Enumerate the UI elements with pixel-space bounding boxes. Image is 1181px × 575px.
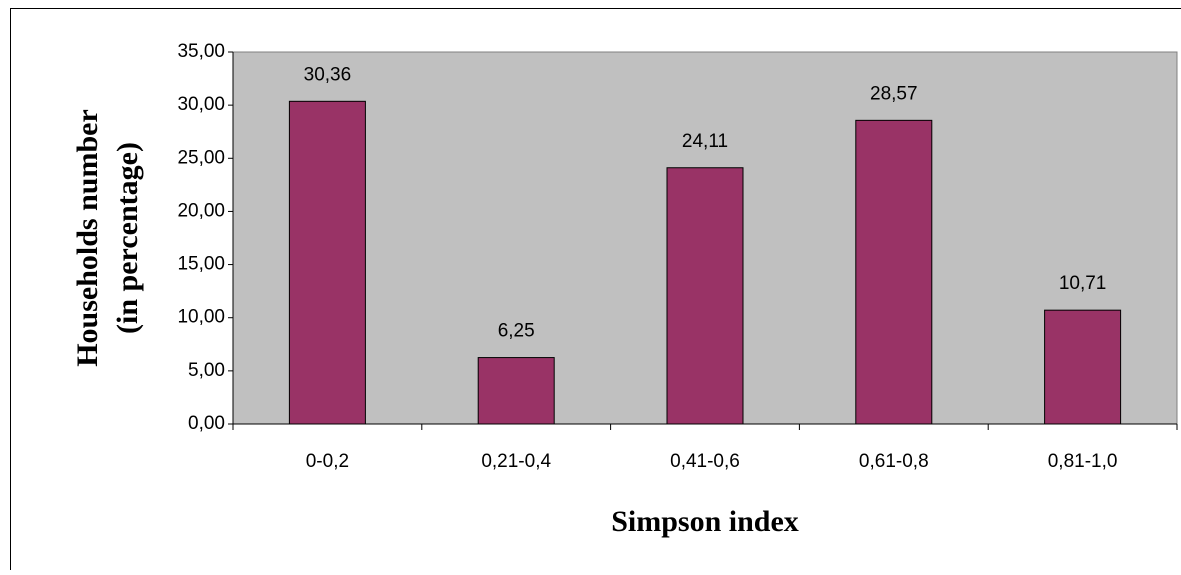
data-label: 10,71	[1059, 273, 1107, 294]
y-tick-label: 35,00	[177, 41, 225, 62]
bar	[478, 358, 554, 424]
bar	[856, 120, 932, 424]
x-tick-label: 0,61-0,8	[859, 451, 929, 472]
x-tick-label: 0,41-0,6	[670, 451, 740, 472]
y-tick-label: 15,00	[177, 254, 225, 275]
x-tick-label: 0,81-1,0	[1048, 451, 1118, 472]
y-tick-label: 30,00	[177, 94, 225, 115]
data-label: 30,36	[304, 64, 352, 85]
bar	[289, 101, 365, 424]
y-axis-title: Households number	[71, 109, 104, 367]
bar	[1045, 310, 1121, 424]
y-tick-label: 10,00	[177, 307, 225, 328]
x-tick-label: 0,21-0,4	[481, 451, 551, 472]
y-tick-label: 0,00	[188, 413, 225, 434]
data-label: 6,25	[498, 321, 535, 342]
y-axis-title: (in percentage)	[111, 142, 144, 334]
data-label: 28,57	[870, 83, 918, 104]
y-tick-label: 25,00	[177, 147, 225, 168]
x-axis-title: Simpson index	[611, 505, 799, 538]
x-tick-label: 0-0,2	[306, 451, 349, 472]
data-label: 24,11	[682, 131, 728, 152]
bar	[667, 168, 743, 424]
y-tick-label: 5,00	[188, 360, 225, 381]
y-tick-label: 20,00	[177, 200, 225, 221]
